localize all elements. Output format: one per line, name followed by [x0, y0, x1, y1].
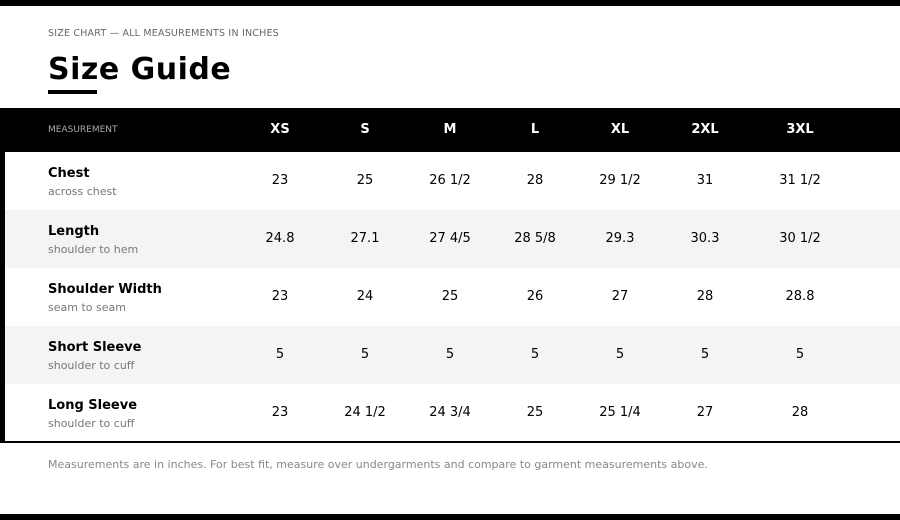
cell: 5: [795, 347, 805, 362]
cell: 28: [791, 405, 809, 420]
cell: 24 3/4: [429, 405, 471, 420]
table-row: [0, 268, 900, 326]
cell: 28.8: [785, 289, 815, 304]
cell: 30 1/2: [779, 231, 821, 246]
cell: 23: [271, 405, 289, 420]
eyebrow: SIZE CHART — ALL MEASUREMENTS IN INCHES: [48, 28, 279, 39]
cell: 28: [696, 289, 714, 304]
cell: 25: [526, 405, 544, 420]
column-header: S: [360, 122, 370, 137]
column-header: MEASUREMENT: [48, 125, 118, 135]
cell: 31: [696, 173, 714, 188]
cell: 5: [445, 347, 455, 362]
row-name: Length: [48, 224, 100, 239]
column-header: 2XL: [691, 122, 719, 137]
row-name: Chest: [48, 166, 90, 181]
cell: 5: [275, 347, 285, 362]
left-edge: [0, 152, 5, 442]
column-header: 3XL: [786, 122, 814, 137]
cell: 5: [360, 347, 370, 362]
cell: 24 1/2: [344, 405, 386, 420]
cell: 27.1: [350, 231, 380, 246]
row-note: across chest: [48, 185, 117, 198]
cell: 23: [271, 173, 289, 188]
title-underline: [48, 90, 97, 94]
footnote: Measurements are in inches. For best fit…: [48, 458, 708, 471]
table-row: [0, 326, 900, 384]
cell: 24: [356, 289, 374, 304]
table-row: [0, 152, 900, 210]
cell: 29 1/2: [599, 173, 641, 188]
bottom-rule: [0, 441, 900, 443]
cell: 5: [700, 347, 710, 362]
cell: 29.3: [605, 231, 635, 246]
cell: 31 1/2: [779, 173, 821, 188]
column-header: XL: [610, 122, 630, 137]
cell: 5: [530, 347, 540, 362]
title: Size Guide: [48, 52, 232, 87]
column-header: XS: [270, 122, 290, 137]
column-header: L: [530, 122, 540, 137]
cell: 27: [696, 405, 714, 420]
cell: 27 4/5: [429, 231, 471, 246]
cell: 24.8: [265, 231, 295, 246]
top-bar: [0, 0, 900, 6]
column-header: M: [443, 122, 457, 137]
row-name: Shoulder Width: [48, 282, 162, 297]
row-name: Short Sleeve: [48, 340, 142, 355]
bottom-bar: [0, 514, 900, 520]
cell: 26: [526, 289, 544, 304]
cell: 25: [441, 289, 459, 304]
cell: 27: [611, 289, 629, 304]
table-row: [0, 384, 900, 442]
row-name: Long Sleeve: [48, 398, 138, 413]
row-note: shoulder to cuff: [48, 417, 135, 430]
cell: 23: [271, 289, 289, 304]
cell: 5: [615, 347, 625, 362]
cell: 25 1/4: [599, 405, 641, 420]
cell: 30.3: [690, 231, 720, 246]
cell: 28 5/8: [514, 231, 556, 246]
table-header: [0, 108, 900, 152]
cell: 28: [526, 173, 544, 188]
table-row: [0, 210, 900, 268]
row-note: shoulder to cuff: [48, 359, 135, 372]
row-note: seam to seam: [48, 301, 126, 314]
cell: 26 1/2: [429, 173, 471, 188]
cell: 25: [356, 173, 374, 188]
row-note: shoulder to hem: [48, 243, 139, 256]
